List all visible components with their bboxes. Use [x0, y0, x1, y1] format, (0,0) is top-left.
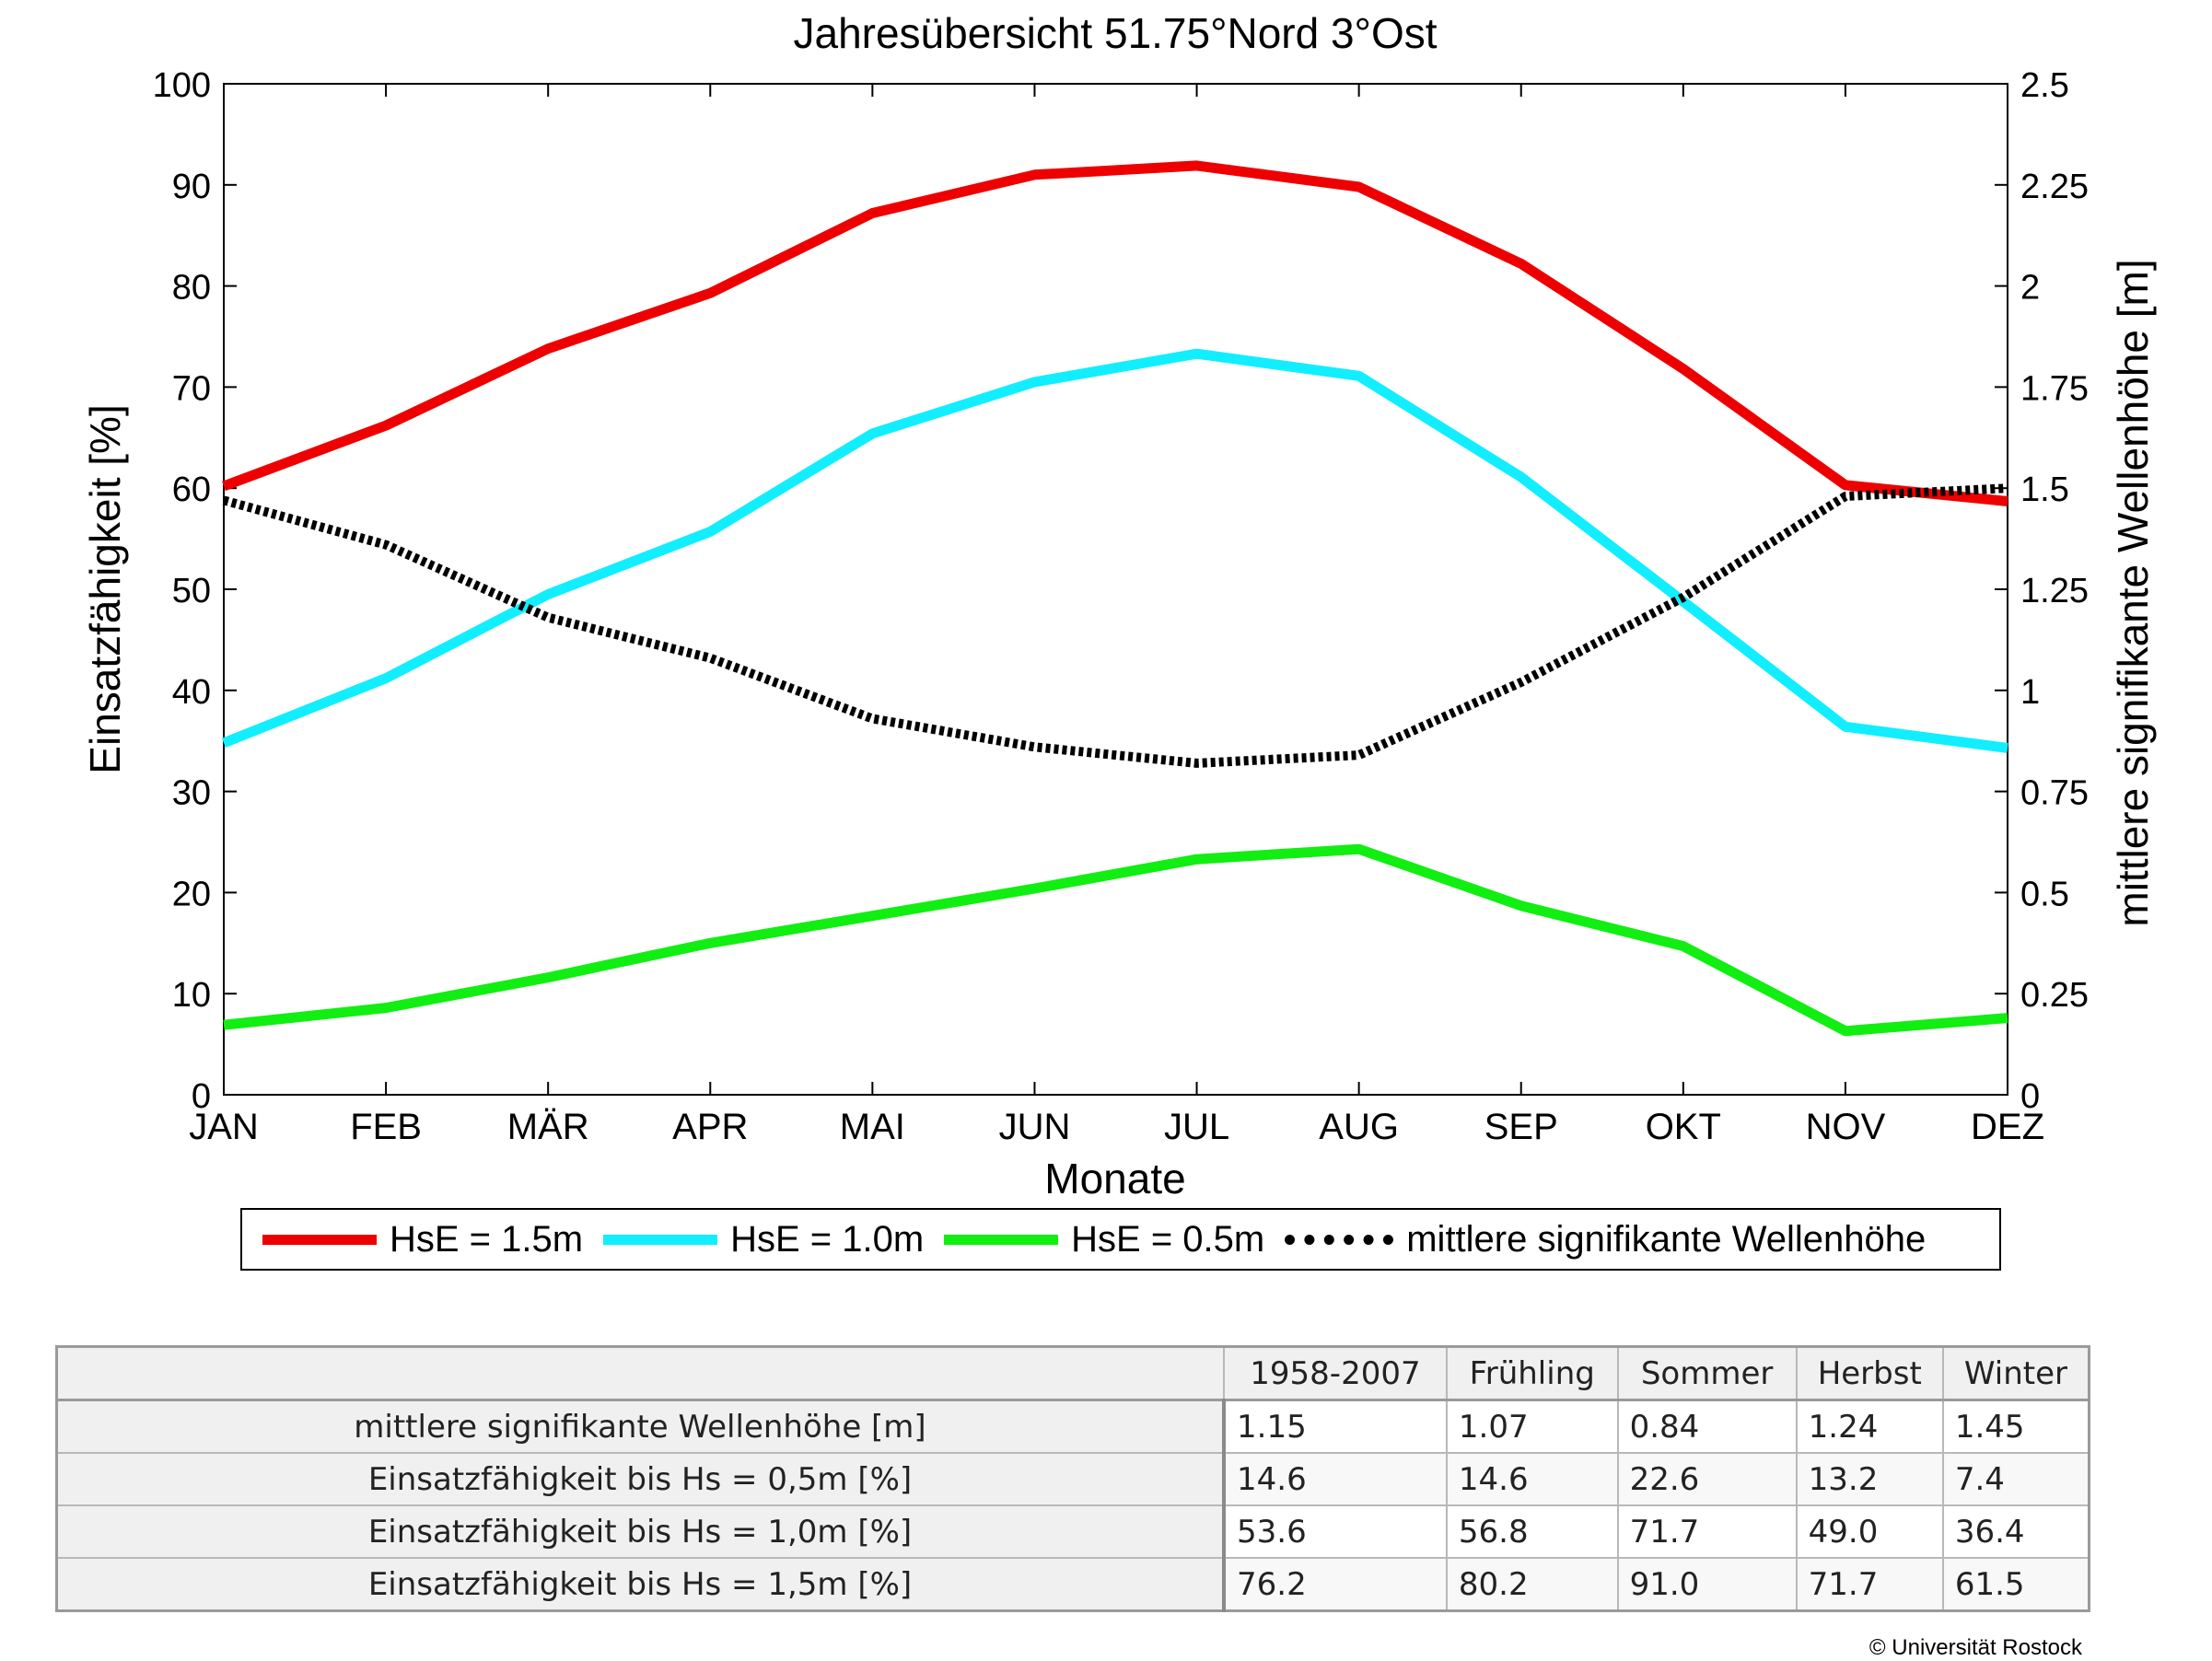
table-cell: 7.4: [1941, 1452, 2090, 1506]
table-cell: 1.15: [1223, 1399, 1448, 1454]
y2-tick-label: 2.25: [2020, 168, 2089, 206]
y-tick-label: 20: [172, 875, 211, 913]
table-row: Einsatzfähigkeit bis Hs = 1,5m [%] 76.2 …: [55, 1557, 2090, 1612]
y2-tick-label: 2.5: [2020, 66, 2069, 105]
copyright-notice: © Universität Rostock: [1869, 1635, 2082, 1660]
table-row: Einsatzfähigkeit bis Hs = 0,5m [%] 14.6 …: [55, 1452, 2090, 1506]
x-axis-label: Monate: [1044, 1155, 1185, 1197]
y2-tick-label: 0.75: [2020, 774, 2089, 813]
row-header: Einsatzfähigkeit bis Hs = 1,0m [%]: [55, 1504, 1226, 1559]
y-tick-label: 100: [153, 66, 211, 105]
legend-swatch: [603, 1234, 718, 1245]
y2-tick-label: 1: [2020, 673, 2040, 712]
x-tick-label: NOV: [1806, 1107, 1886, 1147]
table-cell: 1.07: [1445, 1399, 1619, 1454]
table-cell: 91.0: [1616, 1557, 1798, 1612]
y-axis-label: Einsatzfähigkeit [%]: [81, 404, 129, 773]
x-tick-label: MAI: [840, 1107, 905, 1147]
y-tick-label: 30: [172, 774, 211, 813]
legend-item: mittlere signifikante Wellenhöhe: [1285, 1219, 1926, 1260]
legend-swatch: [1285, 1234, 1394, 1245]
y2-tick-label: 2: [2020, 269, 2040, 308]
y-tick-label: 10: [172, 976, 211, 1015]
y-tick-label: 40: [172, 673, 211, 712]
y2-tick-label: 1.75: [2020, 369, 2089, 408]
table-header-row: 1958-2007 Frühling Sommer Herbst Winter: [55, 1345, 2090, 1401]
series-line-3: [223, 843, 2008, 1037]
y2-tick-label: 0.25: [2020, 976, 2089, 1015]
legend-item: HsE = 1.0m: [603, 1219, 924, 1260]
table-cell: 71.7: [1616, 1504, 1798, 1559]
x-tick-label: MÄR: [507, 1107, 589, 1147]
table-cell: 14.6: [1223, 1452, 1448, 1506]
table-row: Einsatzfähigkeit bis Hs = 1,0m [%] 53.6 …: [55, 1504, 2090, 1559]
y2-tick-label: 0.5: [2020, 875, 2069, 913]
legend-swatch: [262, 1234, 377, 1245]
x-tick-label: AUG: [1319, 1107, 1399, 1147]
x-tick-label: JUL: [1164, 1107, 1229, 1147]
table-cell: 14.6: [1445, 1452, 1619, 1506]
x-tick-label: OKT: [1646, 1107, 1721, 1147]
y-tick-label: 80: [172, 269, 211, 308]
row-header: Einsatzfähigkeit bis Hs = 1,5m [%]: [55, 1557, 1226, 1612]
series-line-4: [222, 483, 2008, 768]
x-tick-label: DEZ: [1971, 1107, 2044, 1147]
table-cell: 1.24: [1795, 1399, 1944, 1454]
chart-legend: HsE = 1.5m HsE = 1.0m HsE = 0.5m mittlere s…: [240, 1208, 2001, 1271]
y-tick-label: 70: [172, 369, 211, 408]
column-header: Frühling: [1445, 1345, 1619, 1401]
table-cell: 1.45: [1941, 1399, 2090, 1454]
y-tick-label: 60: [172, 470, 211, 509]
x-tick-label: JUN: [999, 1107, 1071, 1147]
legend-item: HsE = 0.5m: [944, 1219, 1264, 1260]
legend-item: HsE = 1.5m: [262, 1219, 583, 1260]
table-cell: 61.5: [1941, 1557, 2090, 1612]
table-cell: 53.6: [1223, 1504, 1448, 1559]
legend-label: HsE = 1.0m: [730, 1218, 925, 1260]
row-header: mittlere signifikante Wellenhöhe [m]: [55, 1399, 1226, 1454]
table-cell: 56.8: [1445, 1504, 1619, 1559]
x-tick-label: FEB: [350, 1107, 422, 1147]
legend-label: mittlere signifikante Wellenhöhe: [1406, 1218, 1927, 1260]
column-header: 1958-2007: [1223, 1345, 1448, 1401]
x-tick-label: APR: [672, 1107, 748, 1147]
summary-table: 1958-2007 Frühling Sommer Herbst Winter …: [55, 1345, 2090, 1612]
table-cell: 36.4: [1941, 1504, 2090, 1559]
chart: Jahresübersicht 51.75°Nord 3°Ost 0102030…: [81, 9, 2157, 1197]
table-cell: 0.84: [1616, 1399, 1798, 1454]
y-tick-label: 90: [172, 168, 211, 206]
column-header: Winter: [1941, 1345, 2090, 1401]
y2-axis-label: mittlere signifikante Wellenhöhe [m]: [2109, 259, 2157, 926]
x-tick-label: SEP: [1484, 1107, 1558, 1147]
chart-title: Jahresübersicht 51.75°Nord 3°Ost: [793, 9, 1437, 57]
table-row: mittlere signifikante Wellenhöhe [m] 1.1…: [55, 1399, 2090, 1454]
table-cell: 13.2: [1795, 1452, 1944, 1506]
y-tick-label: 0: [192, 1077, 211, 1116]
y2-tick-label: 1.25: [2020, 572, 2089, 610]
table-cell: 80.2: [1445, 1557, 1619, 1612]
column-header: Sommer: [1616, 1345, 1798, 1401]
table-cell: 22.6: [1616, 1452, 1798, 1506]
column-header: Herbst: [1795, 1345, 1944, 1401]
table-cell: 49.0: [1795, 1504, 1944, 1559]
table-cell: 76.2: [1223, 1557, 1448, 1612]
legend-label: HsE = 0.5m: [1071, 1218, 1265, 1260]
table-cell: 71.7: [1795, 1557, 1944, 1612]
legend-swatch: [944, 1234, 1059, 1245]
x-tick-label: JAN: [189, 1107, 259, 1147]
row-header: Einsatzfähigkeit bis Hs = 0,5m [%]: [55, 1452, 1226, 1506]
table-corner-cell: [55, 1345, 1225, 1401]
y2-tick-label: 1.5: [2020, 470, 2069, 509]
y-tick-label: 50: [172, 572, 211, 610]
series-line-1: [222, 160, 2008, 506]
legend-label: HsE = 1.5m: [390, 1218, 584, 1260]
y2-tick-label: 0: [2020, 1077, 2040, 1116]
